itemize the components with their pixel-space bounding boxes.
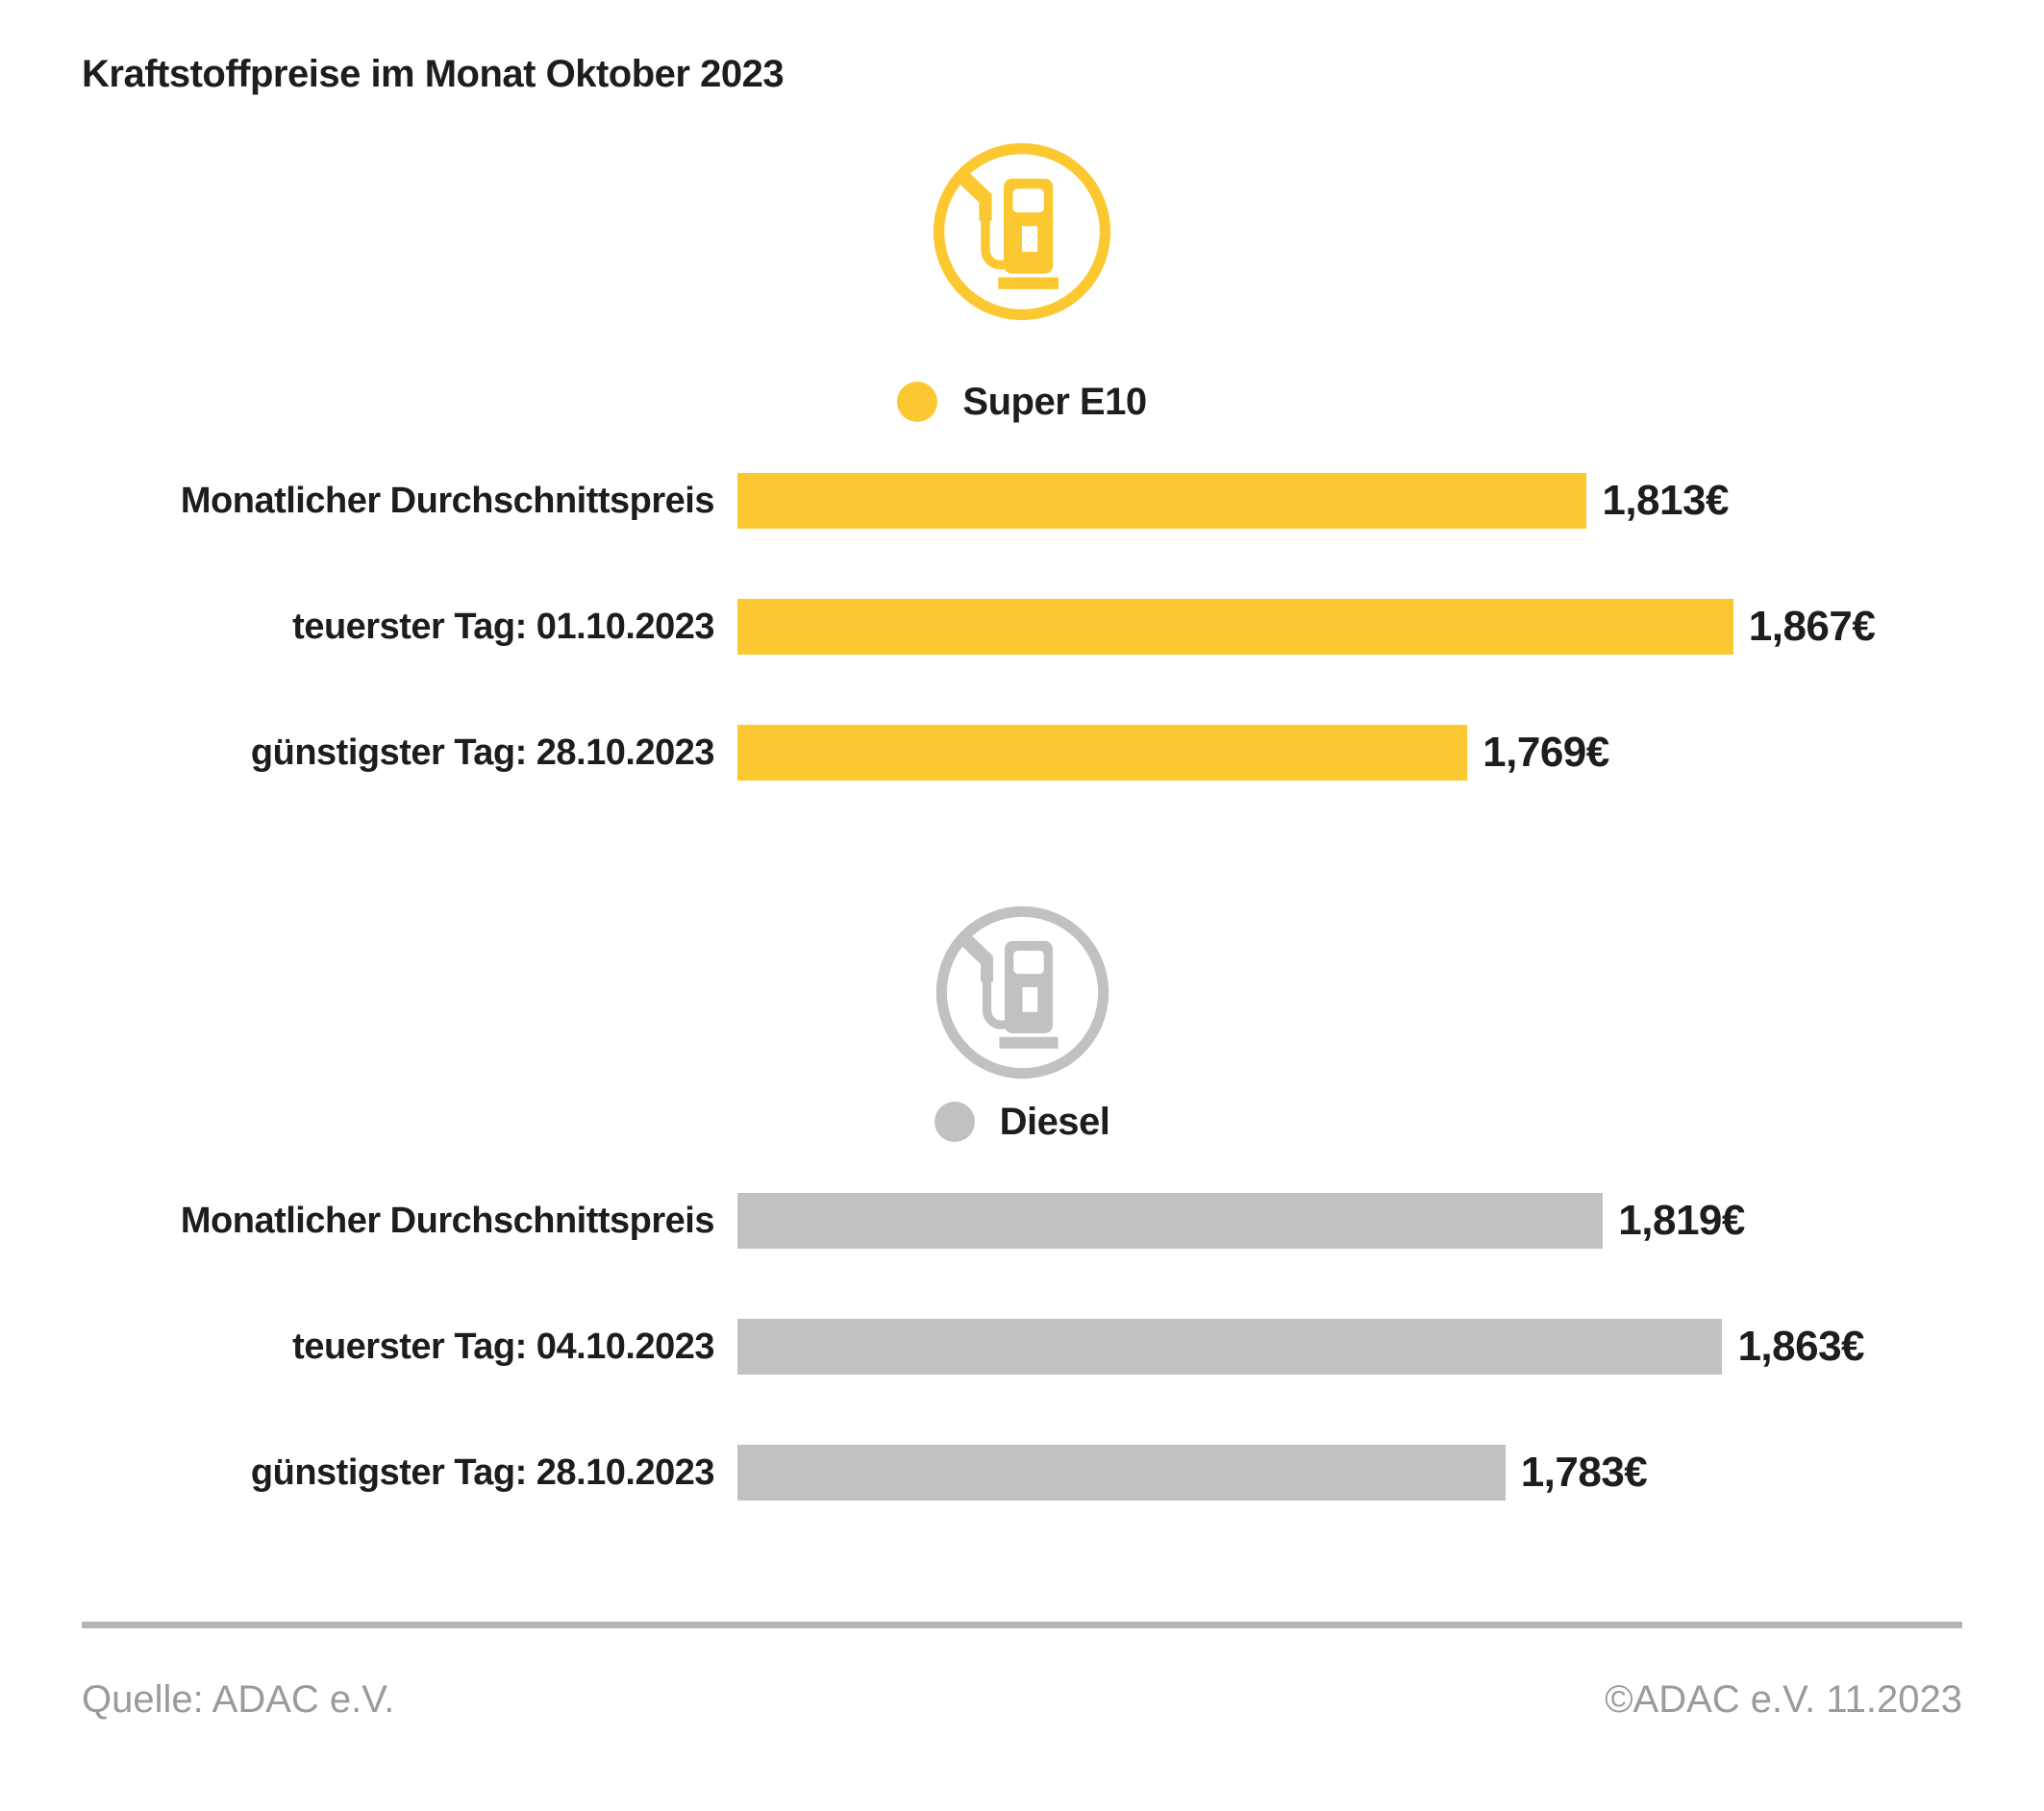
bar xyxy=(737,599,1733,655)
bar xyxy=(737,1193,1604,1249)
legend-diesel: Diesel xyxy=(82,1099,1962,1145)
bar-row-label: günstigster Tag: 28.10.2023 xyxy=(250,732,715,773)
bar-value: 1,863€ xyxy=(1737,1323,1865,1370)
footer-divider xyxy=(82,1622,1962,1628)
bar-track: 1,867€ xyxy=(737,599,1958,655)
bar-track: 1,769€ xyxy=(737,725,1958,781)
fuel-pump-icon xyxy=(931,140,1113,323)
bar-row-label: Monatlicher Durchschnittspreis xyxy=(180,480,715,521)
legend-super-e10: Super E10 xyxy=(82,379,1962,425)
legend-label: Diesel xyxy=(999,1100,1110,1143)
bar xyxy=(737,725,1468,781)
footer: Quelle: ADAC e.V. ©ADAC e.V. 11.2023 xyxy=(82,1628,1962,1722)
source-credit: Quelle: ADAC e.V. xyxy=(82,1678,395,1721)
copyright-notice: ©ADAC e.V. 11.2023 xyxy=(1605,1678,1962,1721)
bar-row-most-expensive-day: teuerster Tag: 04.10.2023 1,863€ xyxy=(82,1319,1962,1375)
legend-dot-icon xyxy=(897,382,938,422)
bar-value: 1,769€ xyxy=(1483,729,1609,776)
bar-row-label: günstigster Tag: 28.10.2023 xyxy=(250,1451,715,1493)
legend-dot-icon xyxy=(934,1102,975,1142)
bar-track: 1,819€ xyxy=(737,1193,1958,1249)
bar-row-label: teuerster Tag: 01.10.2023 xyxy=(292,606,714,647)
fuel-pump-icon xyxy=(934,904,1111,1081)
bar-value: 1,867€ xyxy=(1748,603,1876,650)
bar-row-cheapest-day: günstigster Tag: 28.10.2023 1,769€ xyxy=(82,725,1962,781)
bar-value: 1,783€ xyxy=(1520,1449,1648,1496)
section-diesel: Diesel Monatlicher Durchschnittspreis 1,… xyxy=(82,904,1962,1501)
bar-track: 1,863€ xyxy=(737,1319,1958,1375)
page-title: Kraftstoffpreise im Monat Oktober 2023 xyxy=(82,53,785,95)
bar-track: 1,813€ xyxy=(737,473,1958,529)
bar-row-average: Monatlicher Durchschnittspreis 1,813€ xyxy=(82,473,1962,529)
bar xyxy=(737,473,1587,529)
bar-group-diesel: Monatlicher Durchschnittspreis 1,819€ te… xyxy=(82,1193,1962,1501)
bar xyxy=(737,1319,1723,1375)
bar-row-label: teuerster Tag: 04.10.2023 xyxy=(292,1326,714,1367)
bar-row-label: Monatlicher Durchschnittspreis xyxy=(180,1200,715,1241)
bar xyxy=(737,1445,1506,1501)
bar-value: 1,813€ xyxy=(1602,477,1729,524)
bar-row-most-expensive-day: teuerster Tag: 01.10.2023 1,867€ xyxy=(82,599,1962,655)
bar-track: 1,783€ xyxy=(737,1445,1958,1501)
bar-row-average: Monatlicher Durchschnittspreis 1,819€ xyxy=(82,1193,1962,1249)
bar-value: 1,819€ xyxy=(1618,1197,1745,1244)
bar-group-super-e10: Monatlicher Durchschnittspreis 1,813€ te… xyxy=(82,473,1962,781)
bar-row-cheapest-day: günstigster Tag: 28.10.2023 1,783€ xyxy=(82,1445,1962,1501)
section-super-e10: Super E10 Monatlicher Durchschnittspreis… xyxy=(82,140,1962,781)
legend-label: Super E10 xyxy=(962,380,1147,423)
